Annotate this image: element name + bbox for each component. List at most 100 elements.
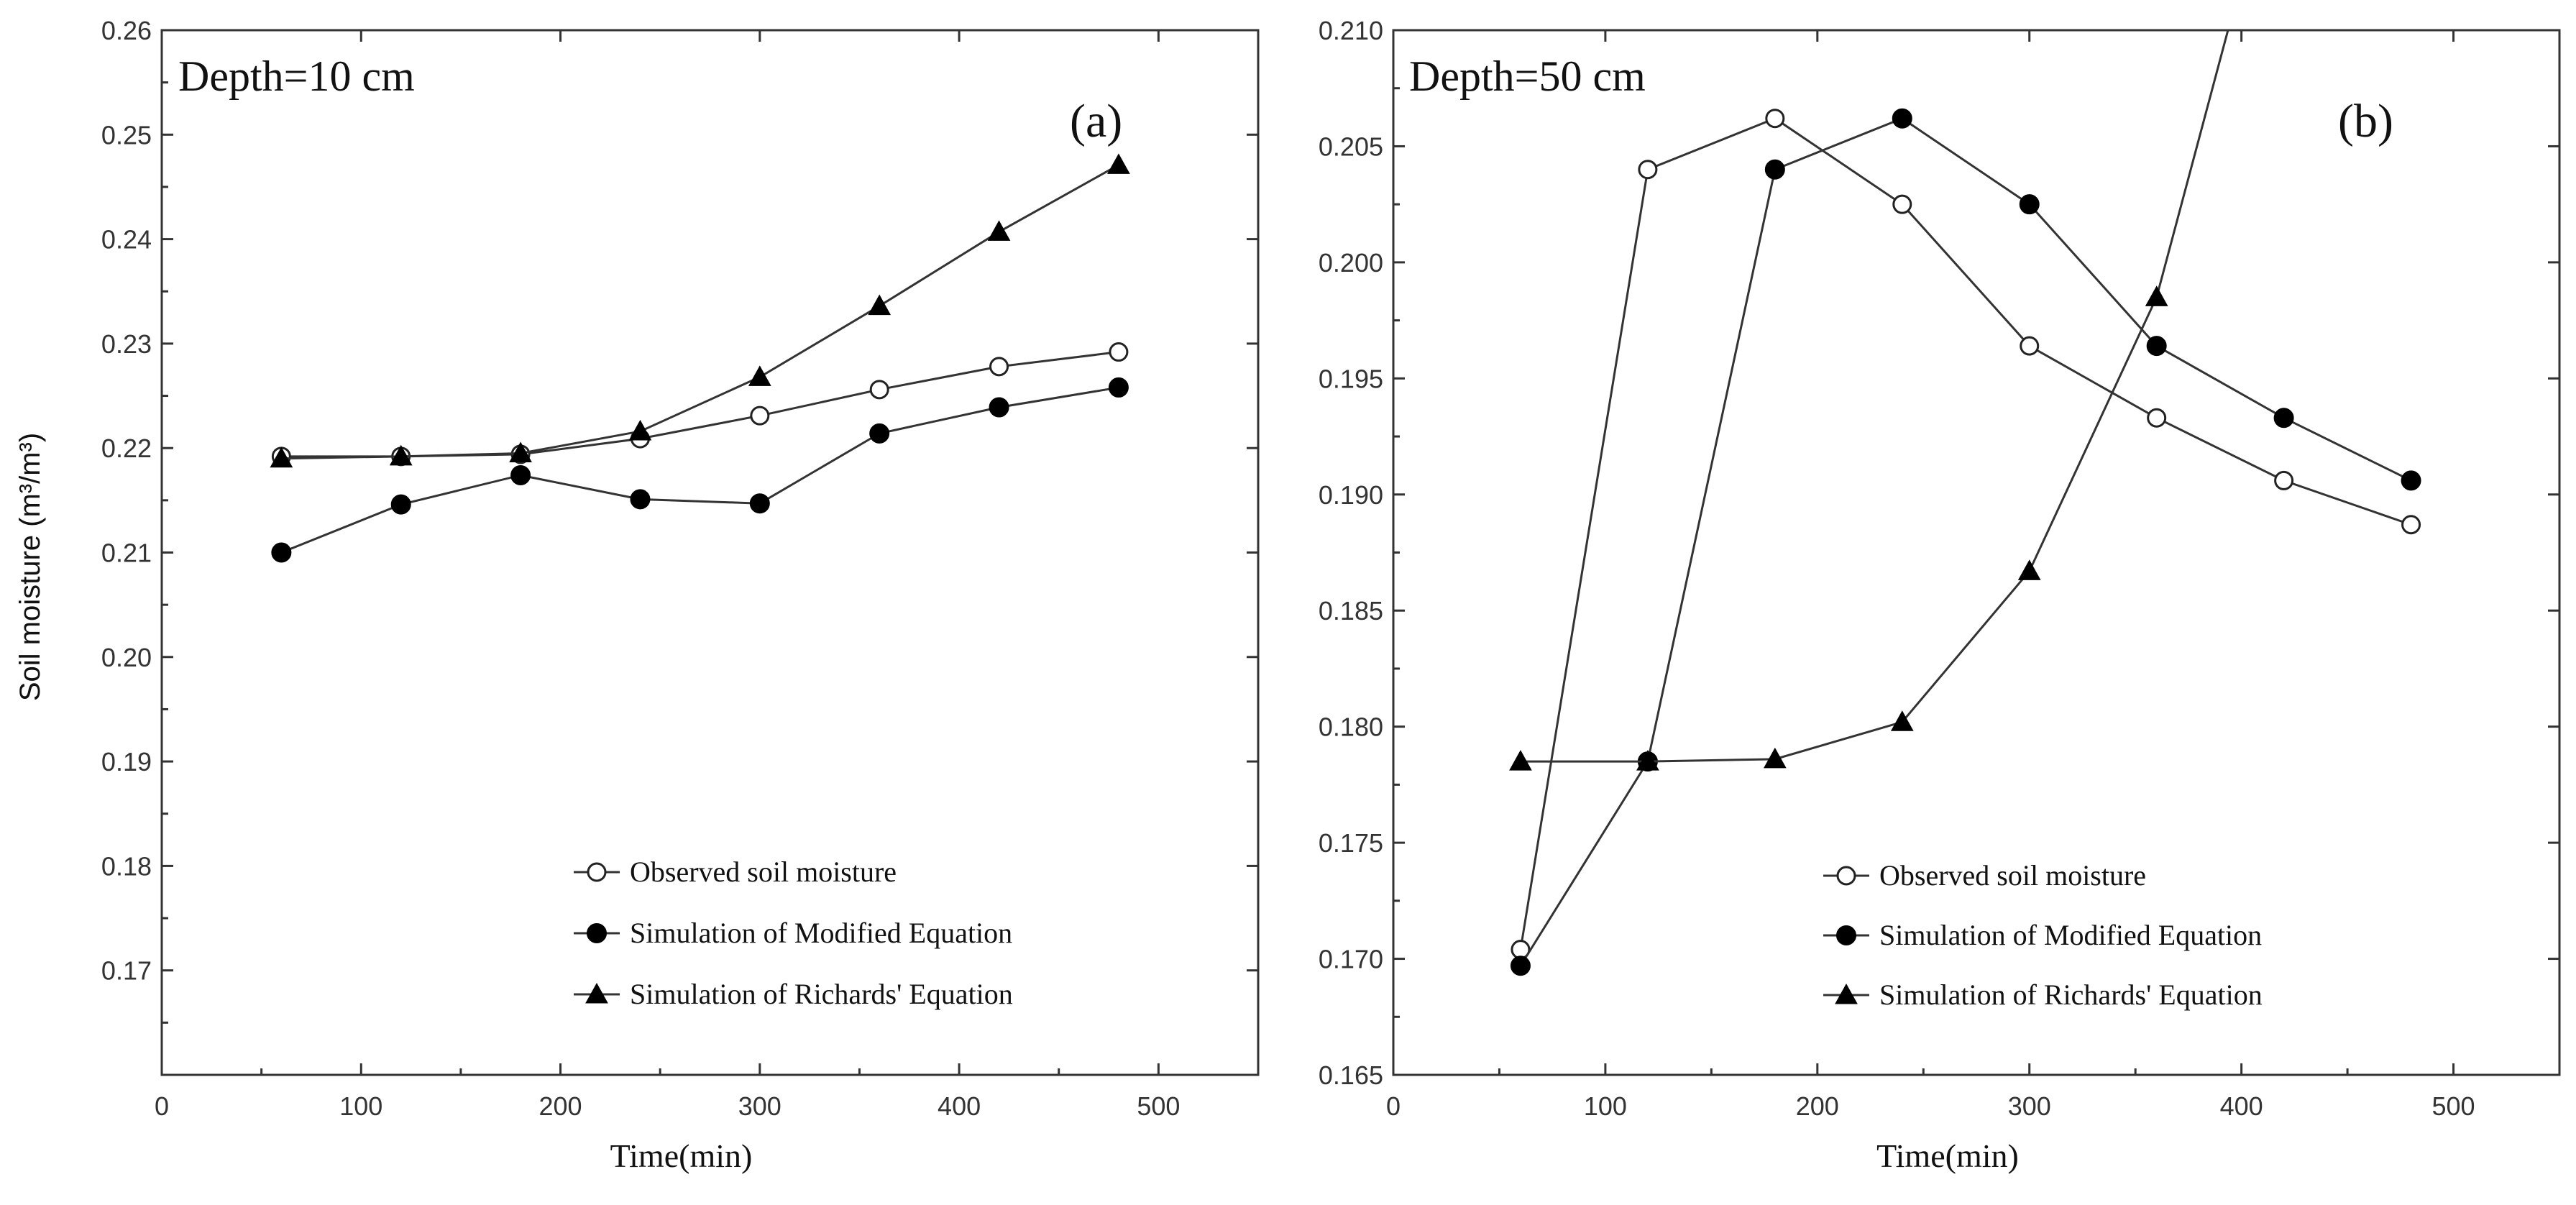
data-point <box>987 220 1011 241</box>
data-point <box>2145 285 2168 306</box>
y-tick-label: 0.19 <box>101 747 152 776</box>
y-tick-label: 0.23 <box>101 329 152 359</box>
series-group <box>1509 30 2421 976</box>
legend: Observed soil moisture Simulation of Modi… <box>574 856 1013 1010</box>
data-point <box>1638 160 1658 180</box>
y-tick-label: 0.195 <box>1319 364 1383 393</box>
data-point <box>1108 377 1129 398</box>
x-tick-label: 0 <box>1386 1091 1401 1121</box>
legend-marker <box>587 923 607 943</box>
data-point <box>1892 194 1912 214</box>
data-point <box>389 444 413 466</box>
x-axis-label: Time(min) <box>610 1137 753 1174</box>
series-line-1 <box>1519 117 2412 950</box>
x-axis-label: Time(min) <box>1876 1137 2019 1174</box>
x-tick-label: 400 <box>2220 1091 2263 1121</box>
y-tick-label: 0.175 <box>1319 828 1383 858</box>
y-tick-label: 0.17 <box>101 956 152 986</box>
legend-marker <box>587 862 607 882</box>
y-axis-label: Soil moisture (m³/m³) <box>14 433 46 701</box>
x-tick-label: 300 <box>738 1091 781 1121</box>
series-line-2 <box>280 386 1119 554</box>
y-tick-label: 0.22 <box>101 434 152 463</box>
y-tick-label: 0.24 <box>101 225 152 255</box>
y-tick-label: 0.200 <box>1319 248 1383 278</box>
data-point <box>1764 159 1785 180</box>
data-point <box>509 441 532 462</box>
series-line-3 <box>1520 30 2229 763</box>
data-point <box>989 397 1009 418</box>
depth-annotation: Depth=10 cm <box>178 52 415 100</box>
y-tick-label: 0.190 <box>1319 480 1383 510</box>
legend-label: Simulation of Modified Equation <box>1879 919 2262 951</box>
data-point <box>750 406 770 426</box>
data-point <box>1107 153 1130 174</box>
x-tick-label: 500 <box>1137 1091 1180 1121</box>
x-tick-label: 100 <box>1584 1091 1627 1121</box>
data-point <box>2274 470 2294 490</box>
depth-annotation: Depth=50 cm <box>1409 52 1646 100</box>
x-tick-label: 200 <box>539 1091 582 1121</box>
data-point <box>1892 108 1912 129</box>
legend: Observed soil moisture Simulation of Modi… <box>1823 859 2263 1011</box>
y-tick-label: 0.26 <box>101 16 152 45</box>
data-point <box>989 357 1009 377</box>
data-point <box>1109 342 1129 362</box>
panel-a: 0.17 0.18 0.19 0.20 0.21 0.22 0.23 0.24 0.25 0.26… <box>14 16 1260 1174</box>
data-point <box>630 489 651 510</box>
data-point <box>1509 750 1532 771</box>
legend-label: Simulation of Richards' Equation <box>630 978 1013 1010</box>
panel-label: (b) <box>2338 95 2393 147</box>
legend-label: Observed soil moisture <box>1879 859 2146 892</box>
legend-label: Simulation of Modified Equation <box>630 917 1012 949</box>
y-tick-label: 0.25 <box>101 120 152 150</box>
x-tick-label: 0 <box>155 1091 169 1121</box>
legend-marker <box>585 982 608 1004</box>
data-point <box>1763 747 1787 769</box>
data-point <box>749 493 770 514</box>
panel-b: 0.165 0.170 0.175 0.180 0.185 0.190 0.195 0.200… <box>1319 16 2561 1174</box>
x-tick-label: 300 <box>2008 1091 2051 1121</box>
data-point <box>1636 750 1659 771</box>
data-point <box>1510 956 1531 976</box>
series-line-2 <box>1519 117 2412 967</box>
legend-label: Simulation of Richards' Equation <box>1879 979 2263 1011</box>
y-tick-label: 0.170 <box>1319 945 1383 974</box>
legend-label: Observed soil moisture <box>630 856 897 888</box>
data-point <box>2401 515 2421 535</box>
data-point <box>868 294 891 316</box>
data-point <box>270 446 293 468</box>
data-point <box>1765 109 1785 129</box>
series-line-3 <box>281 164 1119 460</box>
x-tick-label: 500 <box>2432 1091 2475 1121</box>
y-tick-label: 0.205 <box>1319 132 1383 161</box>
data-point <box>2019 194 2040 215</box>
y-tick-label: 0.18 <box>101 851 152 881</box>
data-point <box>271 542 292 563</box>
y-tick-label: 0.180 <box>1319 713 1383 742</box>
data-point <box>510 464 531 485</box>
series-group <box>270 153 1130 563</box>
data-point <box>2146 336 2167 357</box>
data-point <box>2017 559 2041 580</box>
data-point <box>2147 408 2167 428</box>
data-point <box>869 423 890 444</box>
legend-marker <box>1836 925 1856 945</box>
legend-marker <box>1836 866 1856 886</box>
y-tick-label: 0.20 <box>101 643 152 672</box>
x-tick-label: 200 <box>1796 1091 1839 1121</box>
data-point <box>628 419 652 441</box>
data-point <box>2401 470 2421 491</box>
y-tick-label: 0.210 <box>1319 16 1383 45</box>
y-tick-label: 0.21 <box>101 539 152 568</box>
x-tick-label: 100 <box>339 1091 382 1121</box>
panel-label: (a) <box>1070 95 1122 147</box>
data-point <box>390 494 411 515</box>
data-point <box>1890 710 1914 731</box>
data-point <box>2020 336 2040 356</box>
data-point <box>748 365 771 386</box>
y-tick-label: 0.165 <box>1319 1060 1383 1090</box>
y-tick-label: 0.185 <box>1319 596 1383 626</box>
x-tick-label: 400 <box>938 1091 981 1121</box>
